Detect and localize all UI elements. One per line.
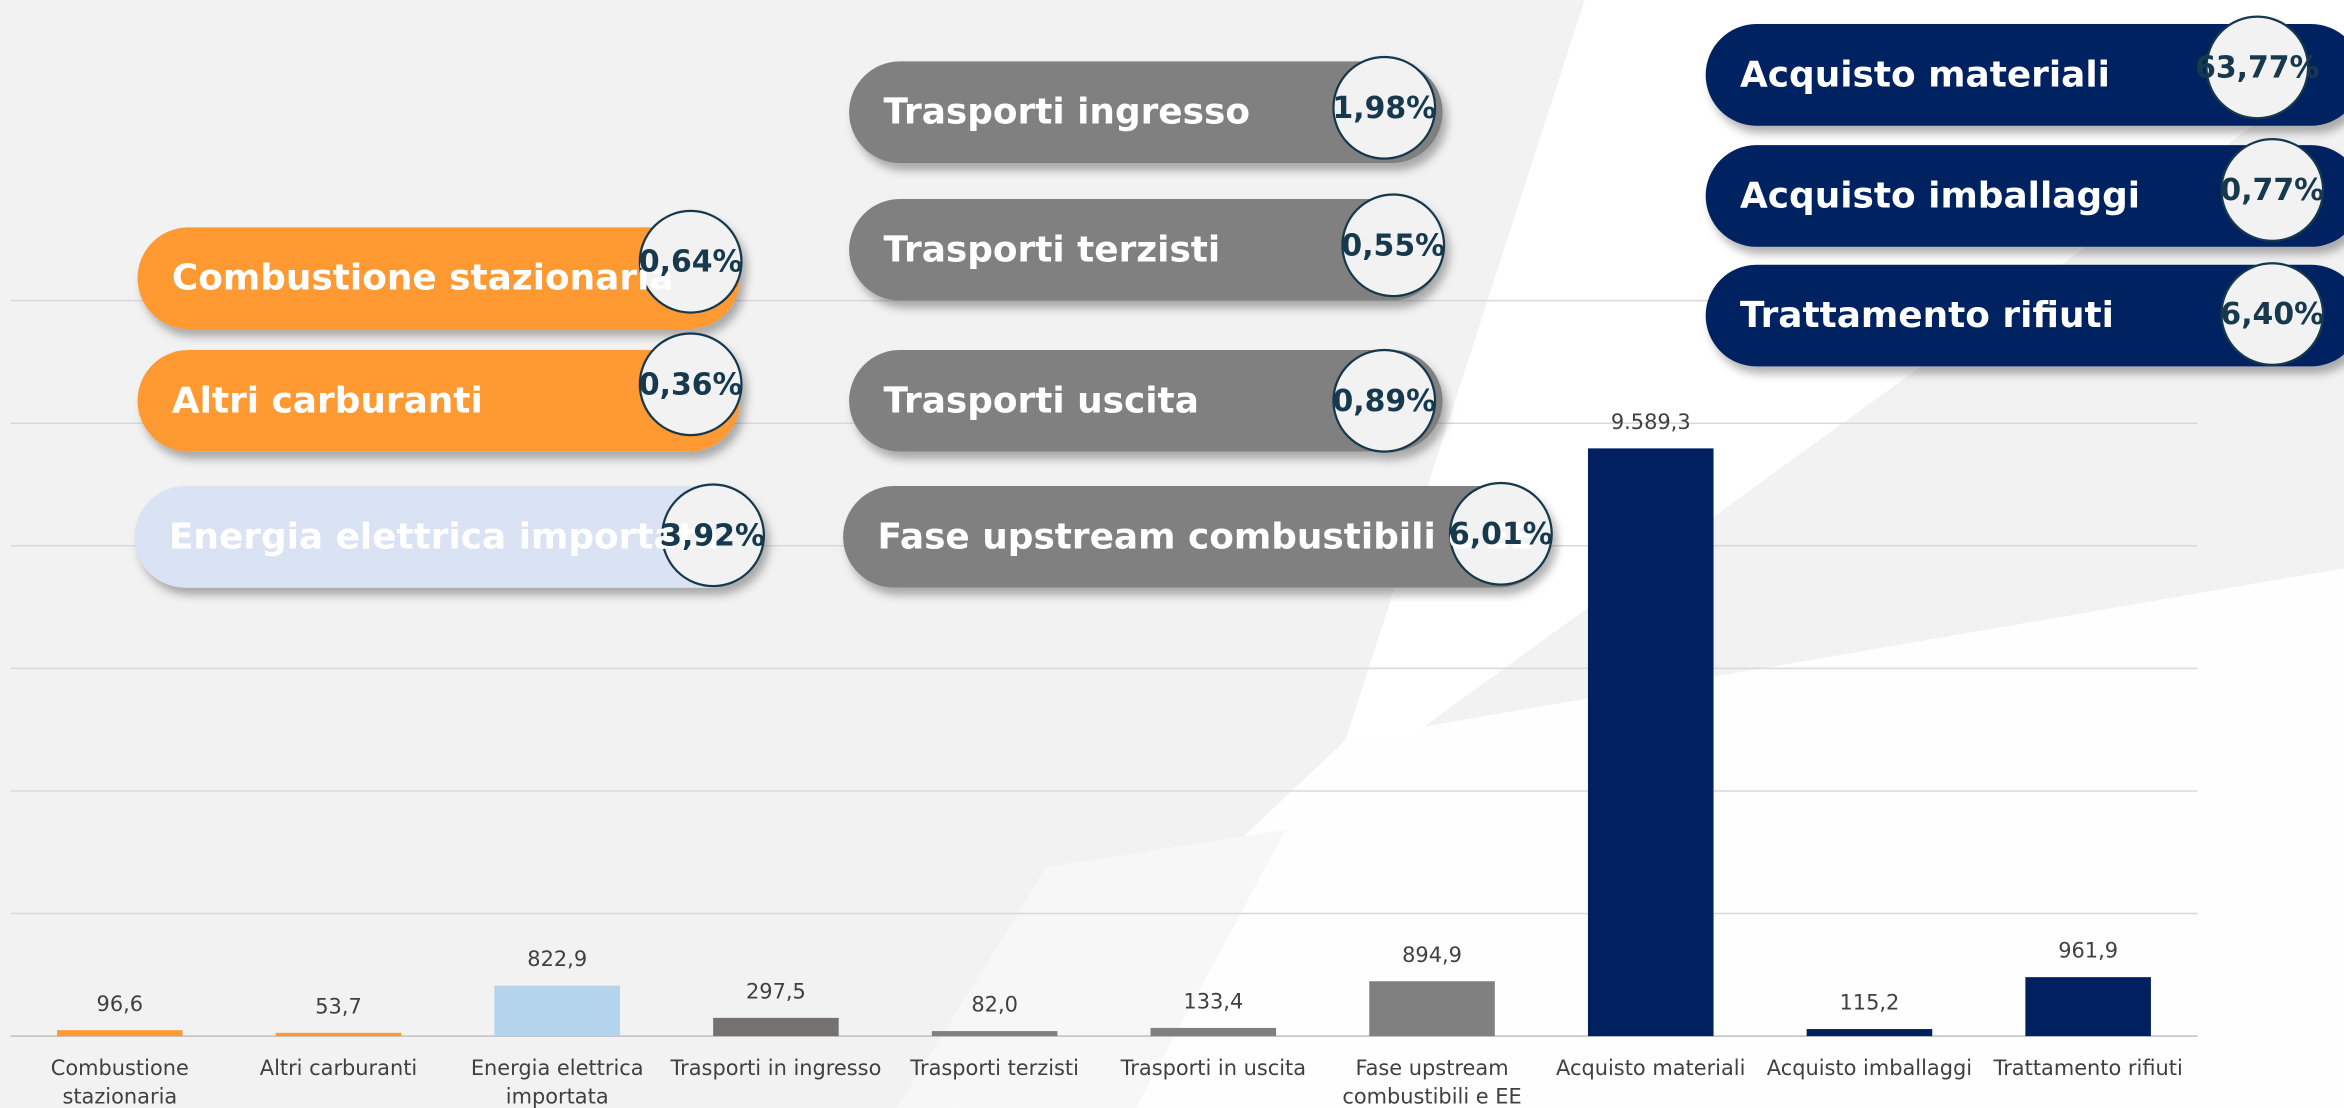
badge [137, 209, 743, 330]
data-label: 96,6 [97, 992, 144, 1016]
badge-label: Trasporti uscita [883, 380, 1198, 421]
background-swoosh [896, 829, 1286, 1108]
badge-share: 0,55% [1341, 228, 1445, 263]
badge-label: Fase upstream combustibili e EE [878, 516, 1535, 557]
badge [849, 55, 1443, 164]
badge-label: Trasporti ingresso [883, 92, 1249, 133]
badge-pill [137, 349, 740, 452]
x-tick-label: Trasporti in uscita [1120, 1056, 1306, 1080]
data-label: 133,4 [1183, 990, 1243, 1014]
badge-share: 6,40% [2220, 297, 2324, 332]
data-label: 822,9 [527, 947, 587, 971]
badge-circle [638, 332, 743, 437]
bar [275, 1032, 402, 1037]
data-label: 297,5 [746, 979, 806, 1003]
x-tick-label: Acquisto imballaggi [1767, 1056, 1972, 1080]
badge-share: 0,77% [2220, 173, 2324, 208]
badge-pill [1705, 145, 2344, 247]
badge-label: Energia elettrica importata [169, 516, 719, 557]
x-tick-label: Trattamento rifiuti [1993, 1056, 2183, 1080]
badge-circle [638, 209, 743, 314]
badge-share: 0,89% [1332, 384, 1436, 419]
badge-share: 0,36% [639, 367, 743, 402]
badge-circle [2205, 15, 2310, 120]
badge-circle [1332, 55, 1437, 160]
data-label: 9.589,3 [1611, 410, 1691, 434]
bar [1587, 448, 1714, 1037]
bar [57, 1030, 183, 1037]
x-tick-label: Fase upstream combustibili e EE [1342, 1056, 1521, 1108]
badge-label: Trasporti terzisti [883, 229, 1220, 270]
data-label: 115,2 [1840, 991, 1900, 1015]
badge-pill [849, 198, 1443, 301]
badge-label: Acquisto imballaggi [1740, 175, 2140, 216]
badge-label: Combustione stazionaria [172, 258, 674, 299]
bar [2025, 977, 2151, 1037]
badge-share: 6,01% [1449, 517, 1553, 552]
badge-circle [2220, 138, 2325, 242]
bar [713, 1017, 839, 1037]
x-tick-label: Energia elettrica importata [471, 1056, 644, 1108]
badge [134, 483, 766, 588]
data-label: 53,7 [315, 994, 362, 1018]
x-tick-label: Combustione stazionaria [51, 1056, 189, 1108]
bar [494, 985, 621, 1037]
badge [849, 348, 1443, 453]
badge [137, 332, 743, 452]
badge [1705, 262, 2344, 367]
badge-pill [1705, 24, 2344, 126]
data-label: 894,9 [1402, 943, 1462, 967]
badge-share: 0,64% [639, 245, 743, 280]
badge-label: Trattamento rifiuti [1740, 295, 2114, 336]
x-tick-label: Trasporti terzisti [909, 1056, 1079, 1080]
badge-circle [1448, 481, 1553, 586]
data-label: 961,9 [2058, 939, 2118, 963]
bar [1150, 1027, 1277, 1037]
bar [1369, 981, 1495, 1037]
badge-pill [134, 485, 763, 588]
badge-label: Altri carburanti [172, 380, 483, 421]
badge [1705, 15, 2344, 126]
badge [843, 481, 1553, 588]
badge-circle [1341, 193, 1446, 298]
badge [849, 193, 1446, 301]
badge-circle [1332, 348, 1437, 453]
badge-share: 63,77% [2195, 50, 2319, 85]
bar [1806, 1029, 1933, 1037]
badge-pill [849, 61, 1443, 164]
bar [931, 1031, 1058, 1037]
badge-circle [2220, 262, 2325, 367]
x-tick-label: Altri carburanti [260, 1056, 417, 1080]
badge-pill [849, 349, 1443, 452]
badge-pill [137, 227, 740, 330]
badge-pill [843, 485, 1551, 588]
badge-pill [1705, 264, 2344, 367]
badge [1705, 138, 2344, 247]
badge-share: 3,92% [661, 518, 765, 553]
x-tick-label: Acquisto materiali [1556, 1056, 1745, 1080]
data-label: 82,0 [971, 993, 1018, 1017]
badge-share: 1,98% [1332, 91, 1436, 126]
x-tick-label: Trasporti in ingresso [669, 1056, 881, 1080]
badge-label: Acquisto materiali [1740, 54, 2110, 95]
badge-circle [661, 483, 766, 588]
